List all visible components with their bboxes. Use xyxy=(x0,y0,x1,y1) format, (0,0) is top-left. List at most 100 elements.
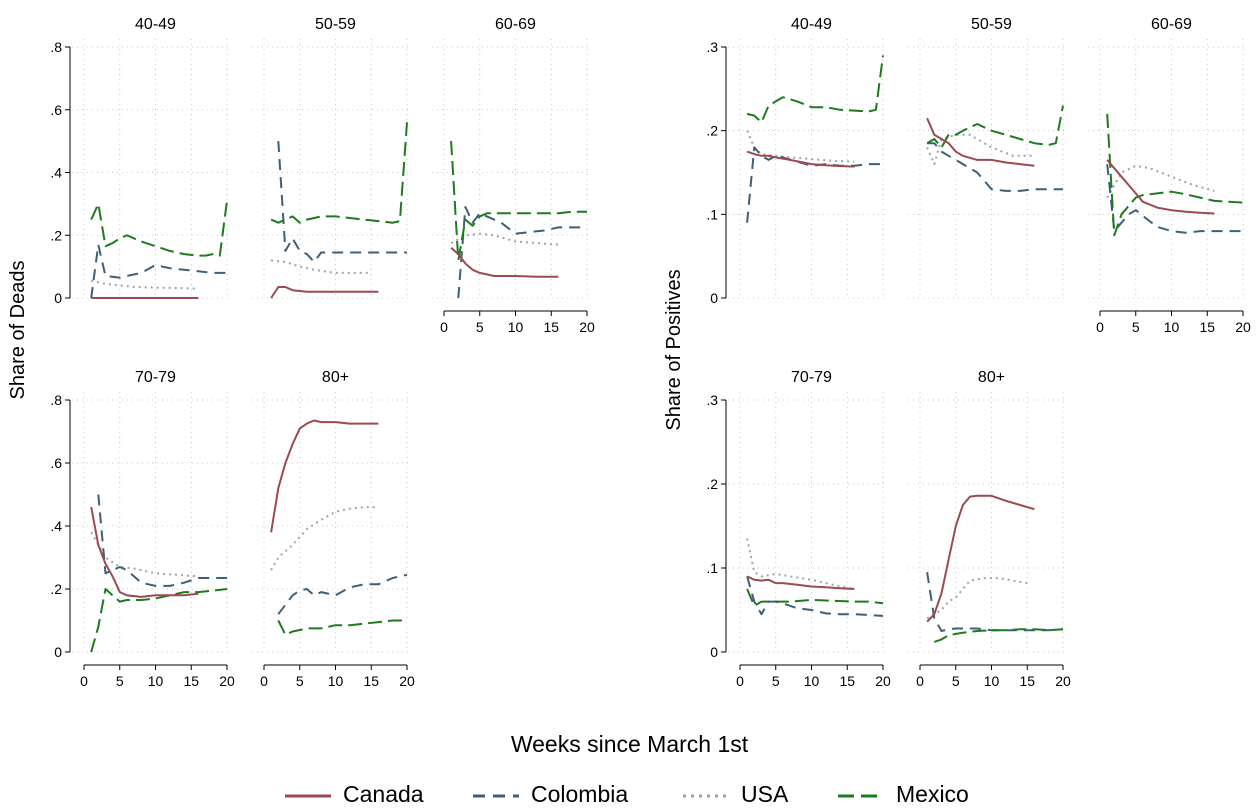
panel-title: 50-59 xyxy=(315,16,356,33)
legend-swatch-mexico xyxy=(838,794,884,798)
y-axis-title: Share of Positives xyxy=(663,269,685,430)
x-tick-label: 15 xyxy=(1019,673,1035,689)
series-line-canada xyxy=(270,419,379,533)
x-tick-label: 20 xyxy=(219,673,235,689)
series-line-usa xyxy=(926,577,1028,620)
x-tick-label: 20 xyxy=(399,673,415,689)
x-tick-label: 0 xyxy=(80,673,88,689)
x-tick-label: 0 xyxy=(1096,319,1104,335)
y-tick-label: .8 xyxy=(50,39,62,55)
y-tick-label: 0 xyxy=(710,644,718,660)
x-tick-label: 5 xyxy=(1132,319,1140,335)
series-line-usa xyxy=(270,506,379,571)
x-tick-label: 20 xyxy=(579,319,595,335)
panel-title: 40-49 xyxy=(135,16,176,33)
x-tick-label: 15 xyxy=(543,319,559,335)
x-tick-label: 0 xyxy=(260,673,268,689)
x-tick-label: 15 xyxy=(183,673,199,689)
series-line-mexico xyxy=(746,55,884,124)
panel-title: 80+ xyxy=(978,369,1005,386)
series-line-mexico xyxy=(746,588,884,607)
series-line-mexico xyxy=(933,628,1064,643)
panel-title: 70-79 xyxy=(135,369,176,386)
x-tick-label: 5 xyxy=(476,319,484,335)
y-tick-label: .2 xyxy=(50,581,62,597)
series-line-canada xyxy=(270,286,379,299)
y-tick-label: .2 xyxy=(50,227,62,243)
series-line-canada xyxy=(746,575,855,590)
y-tick-label: .6 xyxy=(50,102,62,118)
chart-svg: Share of Deads 40-49 0 .2 .4 .6 .8 50-59 60-69 0 5… xyxy=(7,16,1251,689)
series-line-canada xyxy=(746,150,855,168)
panel-title: 60-69 xyxy=(1151,16,1192,33)
y-tick-label: .2 xyxy=(706,476,718,492)
series-line-canada xyxy=(1106,159,1215,215)
legend-swatch-usa xyxy=(683,794,729,798)
y-tick-label: .3 xyxy=(706,39,718,55)
x-tick-label: 0 xyxy=(916,673,924,689)
legend-label-usa: USA xyxy=(741,781,789,807)
panel-title: 80+ xyxy=(322,369,349,386)
x-tick-label: 10 xyxy=(984,673,1000,689)
x-tick-label: 15 xyxy=(363,673,379,689)
legend-swatch-colombia xyxy=(473,794,519,798)
legend-swatch-canada xyxy=(285,794,331,798)
panel-title: 70-79 xyxy=(791,369,832,386)
series-line-canada xyxy=(926,117,1035,167)
x-tick-label: 10 xyxy=(804,673,820,689)
x-tick-label: 15 xyxy=(839,673,855,689)
series-line-usa xyxy=(90,531,199,578)
series-line-colombia xyxy=(277,573,408,615)
series-line-colombia xyxy=(746,576,884,617)
x-tick-label: 10 xyxy=(508,319,524,335)
x-tick-label: 0 xyxy=(440,319,448,335)
legend-label-canada: Canada xyxy=(343,781,424,807)
series-line-canada xyxy=(90,506,199,598)
x-tick-label: 20 xyxy=(1235,319,1251,335)
y-tick-label: 0 xyxy=(710,290,718,306)
series-line-colombia xyxy=(97,494,227,587)
x-tick-label: 5 xyxy=(952,673,960,689)
x-tick-label: 20 xyxy=(1055,673,1071,689)
series-line-canada xyxy=(926,494,1035,623)
x-tick-label: 0 xyxy=(736,673,744,689)
series-line-colombia xyxy=(926,572,1064,632)
series-line-colombia xyxy=(457,206,587,299)
x-tick-label: 10 xyxy=(1164,319,1180,335)
x-tick-label: 5 xyxy=(772,673,780,689)
x-tick-label: 15 xyxy=(1199,319,1215,335)
series-line-colombia xyxy=(746,146,883,223)
series-line-mexico xyxy=(277,619,407,636)
series-line-mexico xyxy=(90,588,228,653)
series-line-colombia xyxy=(927,142,1063,192)
legend-label-colombia: Colombia xyxy=(531,781,629,807)
y-tick-label: 0 xyxy=(54,290,62,306)
x-tick-label: 5 xyxy=(296,673,304,689)
series-line-colombia xyxy=(1106,163,1243,234)
y-tick-label: .6 xyxy=(50,455,62,471)
series-line-usa xyxy=(90,279,199,290)
series-line-colombia xyxy=(90,243,227,299)
series-line-mexico xyxy=(926,105,1064,149)
panel-title: 60-69 xyxy=(495,16,536,33)
y-tick-label: .2 xyxy=(706,123,718,139)
x-axis-title: Weeks since March 1st xyxy=(510,731,749,757)
x-tick-label: 10 xyxy=(328,673,344,689)
panel-title: 50-59 xyxy=(971,16,1012,33)
x-tick-label: 10 xyxy=(148,673,164,689)
series-line-mexico xyxy=(270,122,408,224)
series-line-usa xyxy=(270,259,372,274)
series-line-usa xyxy=(746,538,855,590)
legend-label-mexico: Mexico xyxy=(896,781,969,807)
series-line-mexico xyxy=(450,141,587,262)
y-tick-label: .8 xyxy=(50,392,62,408)
panel-title: 40-49 xyxy=(791,16,832,33)
x-tick-label: 20 xyxy=(875,673,891,689)
y-tick-label: .1 xyxy=(706,560,718,576)
y-tick-label: 0 xyxy=(54,644,62,660)
series-line-mexico xyxy=(90,200,228,257)
legend: Canada Colombia USA Mexico xyxy=(0,781,1259,811)
y-tick-label: .1 xyxy=(706,206,718,222)
y-tick-label: .4 xyxy=(50,518,62,534)
